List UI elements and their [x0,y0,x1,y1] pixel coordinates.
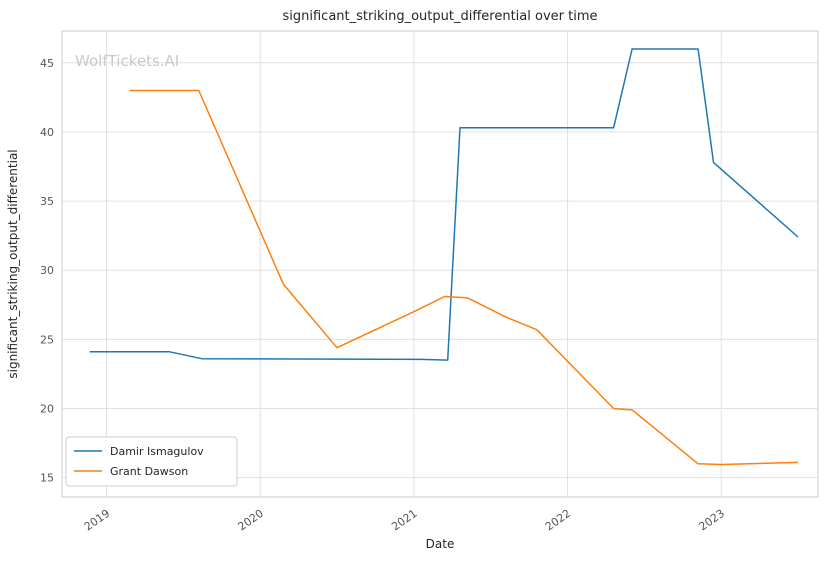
legend-label: Damir Ismagulov [110,445,204,458]
x-tick-label: 2022 [543,507,573,534]
legend-box [65,436,238,487]
y-axis-label: significant_striking_output_differential [6,149,20,378]
y-tick-label: 15 [40,472,54,485]
y-tick-label: 20 [40,403,54,416]
series-lines [89,48,799,466]
plot-area [61,30,819,498]
x-tick-label: 2023 [697,507,727,534]
y-tick-label: 40 [40,126,54,139]
x-tick-label: 2020 [236,507,266,534]
series-line-damir-ismagulov [89,48,799,361]
y-tick-label: 30 [40,264,54,277]
chart-title: significant_striking_output_differential… [283,9,598,24]
x-tick-label: 2019 [82,507,112,534]
watermark: WolfTickets.AI [75,52,179,70]
legend-label: Grant Dawson [110,465,188,478]
series-line-grant-dawson [129,89,799,466]
x-axis-label: Date [426,537,455,551]
legend: Damir Ismagulov Grant Dawson [65,436,238,487]
y-tick-label: 45 [40,57,54,70]
y-tick-label: 25 [40,333,54,346]
x-tick-label: 2021 [389,507,419,534]
y-tick-label: 35 [40,195,54,208]
